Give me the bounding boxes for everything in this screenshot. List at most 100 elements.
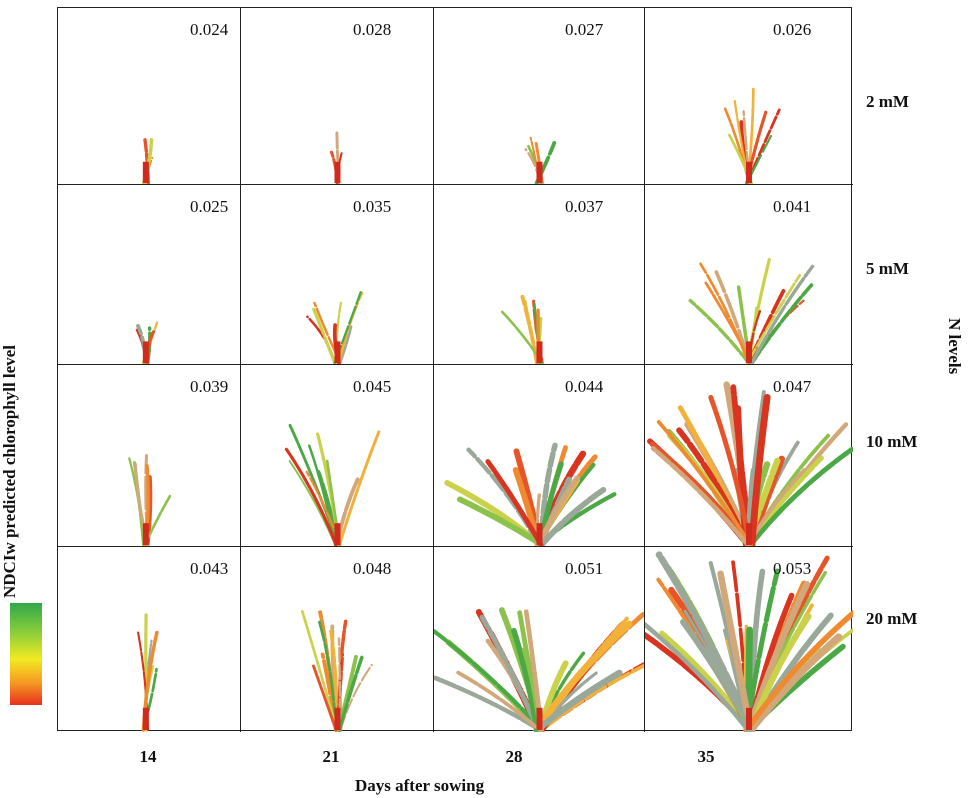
n-level-label-10mm: 10 mM xyxy=(866,432,918,451)
chlorophyll-value: 0.039 xyxy=(190,377,229,396)
plant-image-cell: 0.025 xyxy=(58,185,241,365)
chlorophyll-value: 0.053 xyxy=(773,559,812,578)
plant-leaf xyxy=(748,394,771,546)
plant-image-grid: 0.024 0.028 0.027 0.026 0.025 0.035 0.037 0.041… xyxy=(57,7,853,732)
plant-leaf xyxy=(300,610,339,732)
chlorophyll-value: 0.044 xyxy=(565,377,604,396)
plant-leaf xyxy=(284,447,338,546)
plant-leaf xyxy=(746,273,802,364)
chlorophyll-value: 0.024 xyxy=(190,20,229,39)
plant-stem xyxy=(746,707,752,730)
plant-stem xyxy=(334,707,341,730)
plant-image-cell: 0.048 xyxy=(241,547,434,732)
day-label-21: 21 xyxy=(322,747,340,766)
plant-image-cell: 0.053 xyxy=(645,547,853,732)
plant-stem xyxy=(536,341,543,363)
plant-image xyxy=(306,291,364,364)
plant-image xyxy=(300,610,373,732)
plant-image xyxy=(284,423,381,546)
plant-stem xyxy=(334,523,341,545)
chlorophyll-value: 0.037 xyxy=(565,197,604,216)
plant-image xyxy=(500,294,544,364)
plant-image xyxy=(444,442,617,546)
plant-leaf xyxy=(540,663,644,732)
chlorophyll-value: 0.047 xyxy=(773,377,812,396)
plant-leaf xyxy=(338,324,353,364)
chlorophyll-value: 0.028 xyxy=(353,20,392,39)
chlorophyll-value: 0.048 xyxy=(353,559,392,578)
plant-leaf xyxy=(312,307,337,364)
plant-image xyxy=(688,257,815,364)
plant-leaf xyxy=(750,264,815,364)
day-label-35: 35 xyxy=(697,747,715,766)
plant-image-cell: 0.037 xyxy=(434,185,645,365)
plant-stem xyxy=(536,707,543,730)
chlorophyll-value: 0.043 xyxy=(190,559,229,578)
n-level-label-20mm: 20 mM xyxy=(866,609,918,628)
plant-leaf xyxy=(533,620,633,732)
plant-image-cell: 0.045 xyxy=(241,365,434,547)
x-axis-title: Days after sowing xyxy=(355,776,485,795)
plant-leaf xyxy=(511,627,540,732)
plant-stem xyxy=(746,161,752,183)
plant-image xyxy=(524,136,557,184)
plant-image-cell: 0.047 xyxy=(645,365,853,547)
plant-leaf xyxy=(748,446,853,546)
plant-image-cell: 0.024 xyxy=(58,8,241,185)
plant-stem xyxy=(334,341,341,363)
plant-leaf xyxy=(688,298,751,364)
plant-image xyxy=(434,607,644,732)
plant-image-cell: 0.051 xyxy=(434,547,645,732)
plant-image-cell: 0.027 xyxy=(434,8,645,185)
plant-image xyxy=(128,454,172,546)
plant-image xyxy=(647,381,853,546)
plant-leaf xyxy=(743,609,853,732)
plant-image xyxy=(135,321,159,364)
plant-image-cell: 0.043 xyxy=(58,547,241,732)
plant-leaf xyxy=(533,669,623,732)
plant-image xyxy=(329,131,343,184)
plant-image-cell: 0.039 xyxy=(58,365,241,547)
chlorophyll-value: 0.041 xyxy=(773,197,812,216)
plant-leaf xyxy=(312,664,338,732)
plant-leaf xyxy=(655,551,756,732)
colorbar-legend xyxy=(10,603,42,705)
plant-leaf xyxy=(645,621,751,732)
y-axis-title: NDCIw predicted chlorophyll level xyxy=(0,345,19,598)
plant-stem xyxy=(746,341,752,363)
plant-image-cell: 0.028 xyxy=(241,8,434,185)
plant-image-cell: 0.035 xyxy=(241,185,434,365)
plant-stem xyxy=(142,341,149,363)
plant-image xyxy=(141,138,154,184)
n-level-label-5mm: 5 mM xyxy=(866,259,909,278)
plant-stem xyxy=(536,161,543,183)
plant-leaf xyxy=(337,655,364,732)
plant-image xyxy=(136,613,159,732)
plant-leaf xyxy=(650,445,751,546)
plant-leaf xyxy=(337,430,381,546)
plant-leaf xyxy=(656,420,753,546)
plant-leaf xyxy=(747,633,843,732)
plant-leaf xyxy=(699,262,750,364)
plant-leaf xyxy=(485,459,544,546)
plant-stem xyxy=(536,523,543,545)
chlorophyll-value: 0.035 xyxy=(353,197,392,216)
plant-image xyxy=(723,87,781,184)
chlorophyll-value: 0.026 xyxy=(773,20,812,39)
plant-leaf xyxy=(456,670,542,732)
plant-leaf xyxy=(683,609,753,732)
n-level-label-2mm: 2 mM xyxy=(866,92,909,111)
plant-leaf xyxy=(520,294,539,364)
plant-image-cell: 0.044 xyxy=(434,365,645,547)
chlorophyll-value: 0.025 xyxy=(190,197,229,216)
plant-stem xyxy=(142,523,149,545)
plant-stem xyxy=(746,523,752,545)
right-axis-title: N levels xyxy=(945,318,964,375)
day-label-28: 28 xyxy=(505,747,523,766)
plant-stem xyxy=(334,161,341,183)
plant-leaf xyxy=(538,487,607,546)
plant-image-cell: 0.041 xyxy=(645,185,853,365)
chlorophyll-value: 0.027 xyxy=(565,20,604,39)
plant-image-cell: 0.026 xyxy=(645,8,853,185)
chlorophyll-value: 0.045 xyxy=(353,377,392,396)
